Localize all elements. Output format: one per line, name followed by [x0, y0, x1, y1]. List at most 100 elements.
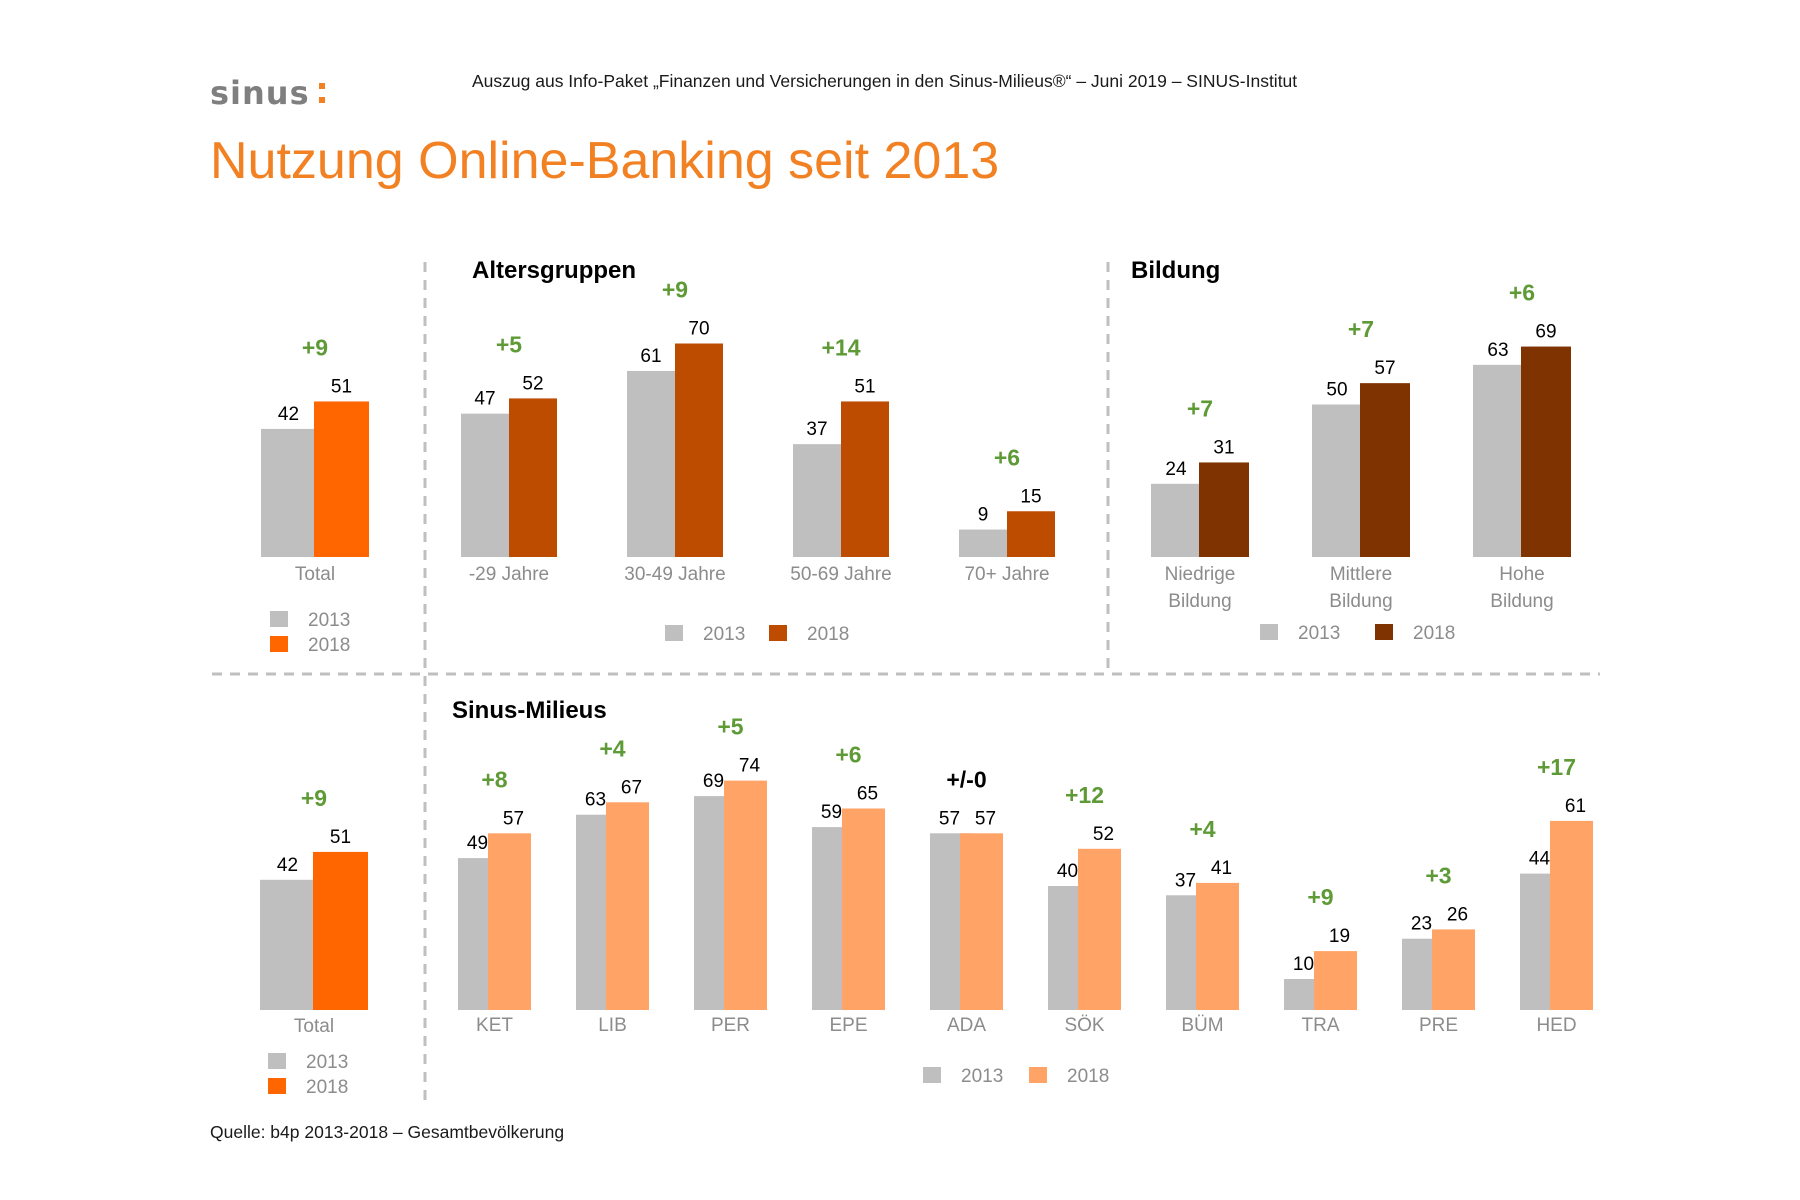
category-label: Total [295, 564, 335, 585]
value-label-2013: 63 [585, 790, 606, 811]
category-label: SÖK [1064, 1015, 1104, 1036]
category-label: BÜM [1181, 1015, 1223, 1036]
legend-swatch-2018 [1375, 624, 1393, 640]
value-label-2013: 9 [978, 505, 989, 526]
legend-label-2018: 2018 [807, 624, 849, 645]
value-label-2013: 44 [1529, 849, 1551, 870]
legend-swatch-2018 [769, 625, 787, 641]
category-label: Niedrige [1165, 564, 1236, 585]
category-label: Bildung [1329, 591, 1392, 612]
value-label-2018: 65 [857, 784, 878, 805]
value-label-2018: 15 [1020, 486, 1041, 507]
bar-2018 [509, 398, 557, 557]
bar-2018 [1521, 346, 1571, 557]
value-label-2013: 69 [703, 771, 724, 792]
value-label-2013: 24 [1165, 459, 1187, 480]
source-note: Quelle: b4p 2013-2018 – Gesamtbevölkerun… [210, 1122, 564, 1142]
value-label-2013: 50 [1326, 380, 1347, 401]
bar-2013 [627, 370, 675, 557]
value-label-2013: 23 [1411, 914, 1432, 935]
value-label-2018: 26 [1447, 904, 1468, 925]
difference-label: +3 [1425, 862, 1451, 888]
bar-2018 [1196, 882, 1239, 1010]
legend-swatch-2013 [270, 611, 288, 627]
difference-label: +6 [994, 444, 1020, 470]
legend-label-2013: 2013 [306, 1052, 348, 1073]
value-label-2018: 57 [975, 808, 996, 829]
logo-text: sinus [210, 74, 310, 112]
bar-2018 [841, 401, 889, 557]
bar-2018 [606, 802, 649, 1010]
category-label: TRA [1302, 1015, 1340, 1036]
category-label: 50-69 Jahre [790, 564, 891, 585]
value-label-2018: 51 [331, 376, 352, 397]
legend-label-2018: 2018 [306, 1077, 348, 1098]
bar-2013 [461, 413, 509, 557]
value-label-2013: 63 [1487, 340, 1508, 361]
value-label-2018: 52 [522, 373, 543, 394]
value-label-2013: 40 [1057, 861, 1078, 882]
sinus-logo: sinus [210, 74, 325, 112]
bar-2013 [1473, 364, 1523, 557]
value-label-2018: 67 [621, 777, 642, 798]
section-title-milieus: Sinus-Milieus [452, 697, 607, 724]
bar-2013 [261, 428, 316, 557]
category-label: EPE [829, 1015, 867, 1036]
legend-label-2013: 2013 [961, 1066, 1003, 1087]
chart-altersgruppen: 47 52+5 -29 Jahre 61 70+9 30-49 Jahre 37 51 +14 5… [461, 277, 1055, 645]
value-label-2013: 47 [474, 389, 495, 410]
header-subtitle: Auszug aus Info-Paket „Finanzen und Vers… [472, 71, 1297, 91]
category-label: ADA [947, 1015, 986, 1036]
bar-2018 [488, 833, 531, 1010]
section-title-alter: Altersgruppen [472, 257, 636, 284]
page-title: Nutzung Online-Banking seit 2013 [210, 132, 999, 190]
chart-bildung: 2431+7NiedrigeBildung5057+7MittlereBildu… [1151, 280, 1571, 644]
difference-label: +5 [496, 331, 522, 357]
value-label-2013: 37 [1175, 870, 1196, 891]
difference-label: +17 [1537, 754, 1576, 780]
difference-label: +4 [1189, 816, 1215, 842]
value-label-2018: 19 [1329, 926, 1350, 947]
category-label: 70+ Jahre [964, 564, 1049, 585]
bar-2018 [1432, 929, 1475, 1010]
chart-total-bottom: 42 51+9 Total 2013 2018 [260, 785, 368, 1098]
bar-2013 [260, 879, 315, 1010]
value-label-2018: 70 [688, 319, 709, 340]
bar-2018 [842, 808, 885, 1010]
category-label: KET [476, 1015, 513, 1036]
value-label-2013: 42 [278, 404, 299, 425]
category-label: HED [1536, 1015, 1576, 1036]
legend-label-2018: 2018 [1067, 1066, 1109, 1087]
value-label-2018: 74 [739, 756, 761, 777]
bar-2018 [314, 401, 369, 557]
value-label-2018: 51 [854, 376, 875, 397]
legend-label-2013: 2013 [703, 624, 745, 645]
difference-label: +/-0 [946, 766, 986, 792]
value-label-2013: 10 [1293, 954, 1314, 975]
category-label: PRE [1419, 1015, 1458, 1036]
legend-swatch-2018 [268, 1078, 286, 1094]
legend-swatch-2013 [268, 1053, 286, 1069]
bar-2018 [1199, 462, 1249, 557]
category-label: -29 Jahre [469, 564, 549, 585]
bar-2018 [675, 343, 723, 557]
bar-2018 [1007, 511, 1055, 557]
category-label: 30-49 Jahre [624, 564, 725, 585]
category-label: Bildung [1168, 591, 1231, 612]
difference-label: +7 [1348, 316, 1374, 342]
legend-swatch-2013 [665, 625, 683, 641]
value-label-2018: 41 [1211, 858, 1232, 879]
bar-2018 [313, 851, 368, 1010]
difference-label: +7 [1187, 395, 1213, 421]
bar-2013 [959, 529, 1007, 557]
category-label: Mittlere [1330, 564, 1392, 585]
difference-label: +4 [599, 735, 625, 761]
bar-2018 [1550, 820, 1593, 1010]
value-label-2018: 51 [330, 827, 351, 848]
category-label: Bildung [1490, 591, 1553, 612]
value-label-2013: 59 [821, 802, 842, 823]
difference-label: +12 [1065, 782, 1104, 808]
value-label-2013: 61 [640, 346, 661, 367]
legend-label-2018: 2018 [308, 635, 350, 656]
value-label-2018: 69 [1535, 322, 1556, 343]
